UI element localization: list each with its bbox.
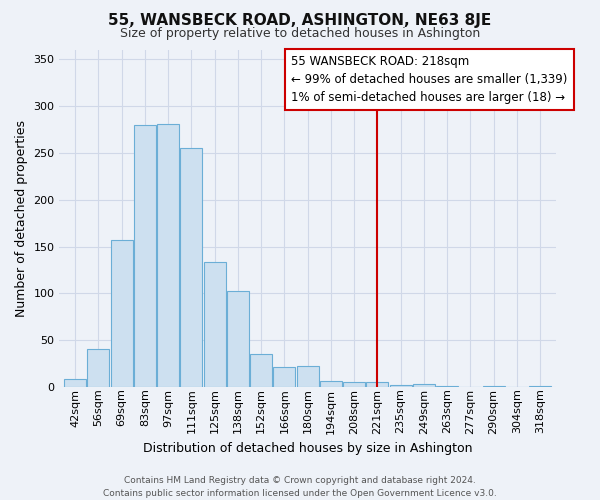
Bar (529, 386, 551, 387)
Bar (181, 148, 202, 387)
Bar (343, 382, 365, 387)
Bar (157, 124, 179, 387)
Text: Size of property relative to detached houses in Ashington: Size of property relative to detached ho… (120, 28, 480, 40)
Bar (482, 386, 505, 387)
Bar (110, 240, 133, 387)
Bar (203, 262, 226, 387)
Bar (134, 125, 156, 387)
Text: 55 WANSBECK ROAD: 218sqm
← 99% of detached houses are smaller (1,339)
1% of semi: 55 WANSBECK ROAD: 218sqm ← 99% of detach… (292, 54, 568, 104)
Text: Contains HM Land Registry data © Crown copyright and database right 2024.
Contai: Contains HM Land Registry data © Crown c… (103, 476, 497, 498)
Bar (274, 368, 295, 387)
Y-axis label: Number of detached properties: Number of detached properties (15, 120, 28, 317)
Bar (389, 386, 412, 387)
Bar (64, 378, 86, 387)
Bar (436, 386, 458, 387)
Bar (88, 349, 109, 387)
Bar (366, 382, 388, 387)
Text: 55, WANSBECK ROAD, ASHINGTON, NE63 8JE: 55, WANSBECK ROAD, ASHINGTON, NE63 8JE (109, 12, 491, 28)
Bar (320, 380, 342, 387)
Bar (227, 290, 249, 387)
Bar (413, 384, 435, 387)
Bar (296, 366, 319, 387)
X-axis label: Distribution of detached houses by size in Ashington: Distribution of detached houses by size … (143, 442, 472, 455)
Bar (250, 354, 272, 387)
